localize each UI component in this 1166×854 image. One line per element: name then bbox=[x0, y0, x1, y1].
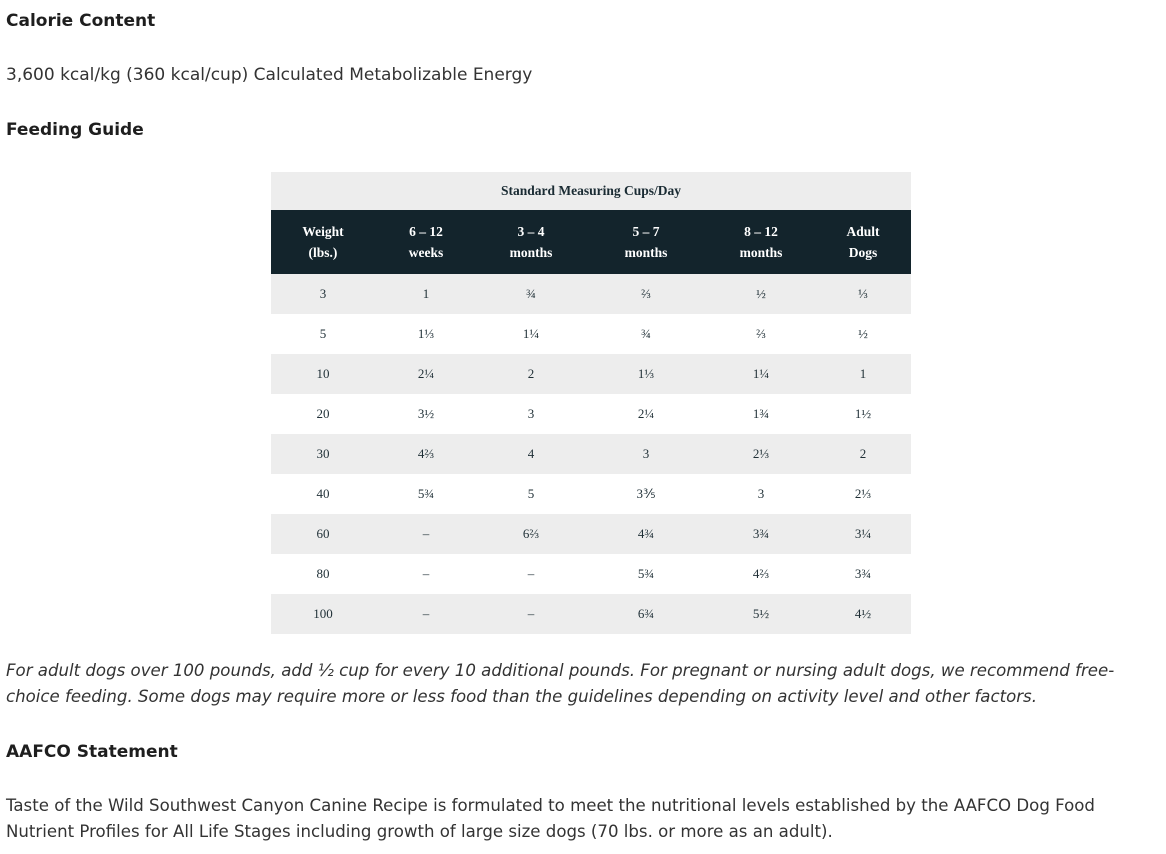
table-cell: ¾ bbox=[526, 286, 536, 301]
table-cell: 5¾ bbox=[417, 486, 435, 501]
table-body: 3 1 ¾ ⅔ ½ ⅓ 5 1⅓ 1¼ ¾ ⅔ ½ 10 2¼ 2 1⅓ 1¼ 1 20 3½ 3 2¼ 1¾ 1½ 30 4⅔ 4… bbox=[271, 274, 911, 634]
table-cell: 20 bbox=[316, 406, 330, 421]
header-line-1: 3 – 4 bbox=[517, 224, 545, 239]
table-cell: 1⅓ bbox=[417, 326, 435, 341]
table-cell: 80 bbox=[316, 566, 330, 581]
table-cell: 10 bbox=[316, 366, 330, 381]
table-cell: 5½ bbox=[752, 606, 770, 621]
table-cell: ⅓ bbox=[858, 286, 868, 301]
calorie-content-text: 3,600 kcal/kg (360 kcal/cup) Calculated … bbox=[6, 65, 533, 85]
header-line-1: 6 – 12 bbox=[409, 224, 443, 239]
table-cell: 4⅔ bbox=[752, 566, 770, 581]
table-cell: ⅔ bbox=[641, 286, 651, 301]
header-line-1: Adult bbox=[846, 224, 880, 239]
header-line-1: 5 – 7 bbox=[632, 224, 660, 239]
table-cell: 3½ bbox=[417, 406, 435, 421]
table-row: 10 2¼ 2 1⅓ 1¼ 1 bbox=[271, 354, 911, 394]
table-row: 5 1⅓ 1¼ ¾ ⅔ ½ bbox=[271, 314, 911, 354]
table-cell: 1⅓ bbox=[637, 366, 655, 381]
table-cell: 2 bbox=[859, 446, 867, 461]
feeding-guide-table-image: Standard Measuring Cups/Day Weight (lbs.)… bbox=[271, 172, 911, 634]
header-line-2: months bbox=[739, 245, 783, 260]
table-cell: 100 bbox=[313, 606, 333, 621]
aafco-statement-heading: AAFCO Statement bbox=[6, 742, 178, 762]
table-cell: ½ bbox=[756, 286, 766, 301]
header-line-2: weeks bbox=[408, 245, 444, 260]
table-row: 20 3½ 3 2¼ 1¾ 1½ bbox=[271, 394, 911, 434]
table-header-cell: Weight (lbs.) bbox=[271, 210, 375, 274]
aafco-statement-text: Taste of the Wild Southwest Canyon Canin… bbox=[6, 796, 1095, 841]
table-cell: – bbox=[527, 606, 535, 621]
table-cell: 5 bbox=[527, 486, 535, 501]
table-cell: 4¾ bbox=[637, 526, 655, 541]
table-cell: 40 bbox=[316, 486, 330, 501]
table-cell: 5 bbox=[319, 326, 327, 341]
feeding-guide-table: Weight (lbs.) 6 – 12 weeks 3 – 4 months 5 – 7 m… bbox=[271, 210, 911, 634]
table-header-cell: 5 – 7 months bbox=[585, 210, 707, 274]
table-cell: 5¾ bbox=[637, 566, 655, 581]
table-cell: 3 bbox=[642, 446, 650, 461]
table-row: 60 – 6⅔ 4¾ 3¾ 3¼ bbox=[271, 514, 911, 554]
table-row: 100 – – 6¾ 5½ 4½ bbox=[271, 594, 911, 634]
table-cell: – bbox=[422, 606, 430, 621]
table-cell: 1½ bbox=[854, 406, 872, 421]
header-line-2: (lbs.) bbox=[308, 245, 338, 260]
header-line-2: months bbox=[509, 245, 553, 260]
header-line-2: months bbox=[624, 245, 668, 260]
table-cell: 3¾ bbox=[752, 526, 770, 541]
feeding-guide-heading: Feeding Guide bbox=[6, 120, 144, 140]
table-cell: 1 bbox=[859, 366, 867, 381]
table-cell: 30 bbox=[316, 446, 330, 461]
table-cell: 60 bbox=[316, 526, 330, 541]
table-header-cell: Adult Dogs bbox=[815, 210, 911, 274]
table-cell: – bbox=[527, 566, 535, 581]
table-cell: 2⅓ bbox=[752, 446, 770, 461]
table-cell: ¾ bbox=[641, 326, 651, 341]
table-row: 3 1 ¾ ⅔ ½ ⅓ bbox=[271, 274, 911, 314]
table-cell: 6¾ bbox=[637, 606, 655, 621]
table-cell: 2¼ bbox=[637, 406, 655, 421]
calorie-content-heading: Calorie Content bbox=[6, 11, 156, 31]
table-cell: 3¾ bbox=[854, 566, 872, 581]
header-line-2: Dogs bbox=[848, 245, 878, 260]
table-header-row: Weight (lbs.) 6 – 12 weeks 3 – 4 months 5 – 7 m… bbox=[271, 210, 911, 274]
table-cell: 3 bbox=[757, 486, 765, 501]
table-header-cell: 3 – 4 months bbox=[477, 210, 585, 274]
table-header-cell: 8 – 12 months bbox=[707, 210, 815, 274]
table-cell: 4⅔ bbox=[417, 446, 435, 461]
table-cell: 1 bbox=[422, 286, 430, 301]
table-row: 30 4⅔ 4 3 2⅓ 2 bbox=[271, 434, 911, 474]
table-cell: 3¼ bbox=[854, 526, 872, 541]
table-cell: 1¼ bbox=[752, 366, 770, 381]
table-cell: – bbox=[422, 566, 430, 581]
table-cell: 3 bbox=[319, 286, 327, 301]
table-cell: ⅔ bbox=[756, 326, 766, 341]
table-cell: ½ bbox=[858, 326, 868, 341]
table-cell: 2⅓ bbox=[854, 486, 872, 501]
table-title: Standard Measuring Cups/Day bbox=[271, 172, 911, 210]
table-cell: 2 bbox=[527, 366, 535, 381]
table-cell: 6⅔ bbox=[522, 526, 540, 541]
table-cell: 2¼ bbox=[417, 366, 435, 381]
table-header-cell: 6 – 12 weeks bbox=[375, 210, 477, 274]
table-cell: 3 bbox=[527, 406, 535, 421]
header-line-1: 8 – 12 bbox=[744, 224, 778, 239]
feeding-footnote: For adult dogs over 100 pounds, add ½ cu… bbox=[6, 661, 1115, 706]
table-row: 40 5¾ 5 3⅗ 3 2⅓ bbox=[271, 474, 911, 514]
table-cell: 1¾ bbox=[752, 406, 770, 421]
table-cell: – bbox=[422, 526, 430, 541]
header-line-1: Weight bbox=[302, 224, 344, 239]
table-cell: 1¼ bbox=[522, 326, 540, 341]
table-row: 80 – – 5¾ 4⅔ 3¾ bbox=[271, 554, 911, 594]
table-cell: 4½ bbox=[854, 606, 872, 621]
table-cell: 3⅗ bbox=[636, 486, 656, 501]
table-cell: 4 bbox=[527, 446, 535, 461]
